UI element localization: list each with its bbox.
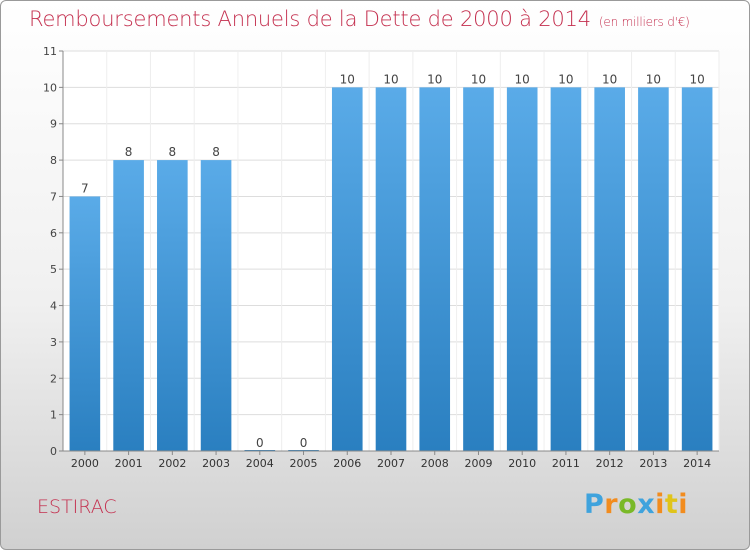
x-tick-label: 2010 [508, 457, 536, 470]
x-tick-label: 2006 [333, 457, 361, 470]
x-tick-label: 2000 [71, 457, 99, 470]
x-tick-label: 2009 [464, 457, 492, 470]
bar-value-label: 10 [689, 72, 704, 86]
bar-value-label: 10 [558, 72, 573, 86]
bar [550, 87, 582, 451]
bar [157, 160, 188, 451]
y-tick-label: 11 [43, 45, 57, 58]
y-tick-label: 8 [50, 154, 57, 167]
bar [506, 87, 538, 451]
chart-title-text: Remboursements Annuels de la Dette de 20… [29, 7, 591, 31]
y-tick-label: 4 [50, 300, 57, 313]
proxiti-logo: Proxiti [584, 489, 688, 520]
chart-subtitle: (en milliers d'€) [598, 15, 690, 29]
logo-letter: i [678, 489, 689, 520]
bar-value-label: 10 [427, 72, 442, 86]
commune-name: ESTIRAC [37, 496, 117, 518]
bar-value-label: 10 [340, 72, 355, 86]
x-tick-label: 2005 [290, 457, 318, 470]
bar [113, 160, 144, 451]
logo-letter: t [664, 489, 679, 520]
logo-letter: P [584, 489, 605, 520]
logo-letter: r [604, 489, 619, 520]
y-tick-label: 9 [50, 118, 57, 131]
x-tick-label: 2004 [246, 457, 274, 470]
x-tick-label: 2008 [421, 457, 449, 470]
y-tick-label: 2 [50, 372, 57, 385]
x-tick-label: 2002 [158, 457, 186, 470]
bar [463, 87, 494, 451]
bar-value-label: 8 [169, 145, 177, 159]
logo-letter: x [637, 489, 656, 520]
logo-letter: i [655, 489, 665, 520]
bar [638, 87, 669, 451]
x-tick-label: 2001 [115, 457, 143, 470]
x-tick-label: 2003 [202, 457, 230, 470]
y-tick-label: 6 [50, 227, 57, 240]
y-tick-label: 10 [43, 81, 57, 94]
bar-value-label: 0 [256, 436, 264, 450]
x-tick-label: 2013 [639, 457, 667, 470]
bar [331, 87, 363, 451]
bar-value-label: 8 [212, 145, 220, 159]
bar [419, 87, 451, 451]
x-tick-label: 2007 [377, 457, 405, 470]
y-tick-label: 5 [50, 263, 57, 276]
x-tick-label: 2014 [683, 457, 711, 470]
bar-value-label: 10 [383, 72, 398, 86]
y-tick-label: 7 [50, 190, 57, 203]
bar-value-label: 7 [81, 181, 89, 195]
y-tick-label: 0 [50, 445, 57, 458]
bar [200, 160, 232, 451]
bar-value-label: 0 [300, 436, 308, 450]
chart-title: Remboursements Annuels de la Dette de 20… [29, 7, 690, 31]
bar-value-label: 8 [125, 145, 133, 159]
bar [375, 87, 407, 451]
x-tick-label: 2011 [552, 457, 580, 470]
bar [681, 87, 713, 451]
logo-letter: o [618, 489, 638, 520]
bar-value-label: 10 [646, 72, 661, 86]
x-tick-label: 2012 [596, 457, 624, 470]
bar [69, 196, 101, 451]
bar-value-label: 10 [515, 72, 530, 86]
bar-value-label: 10 [471, 72, 486, 86]
bar-value-label: 10 [602, 72, 617, 86]
y-tick-label: 3 [50, 336, 57, 349]
bar [594, 87, 625, 451]
y-tick-label: 1 [50, 409, 57, 422]
